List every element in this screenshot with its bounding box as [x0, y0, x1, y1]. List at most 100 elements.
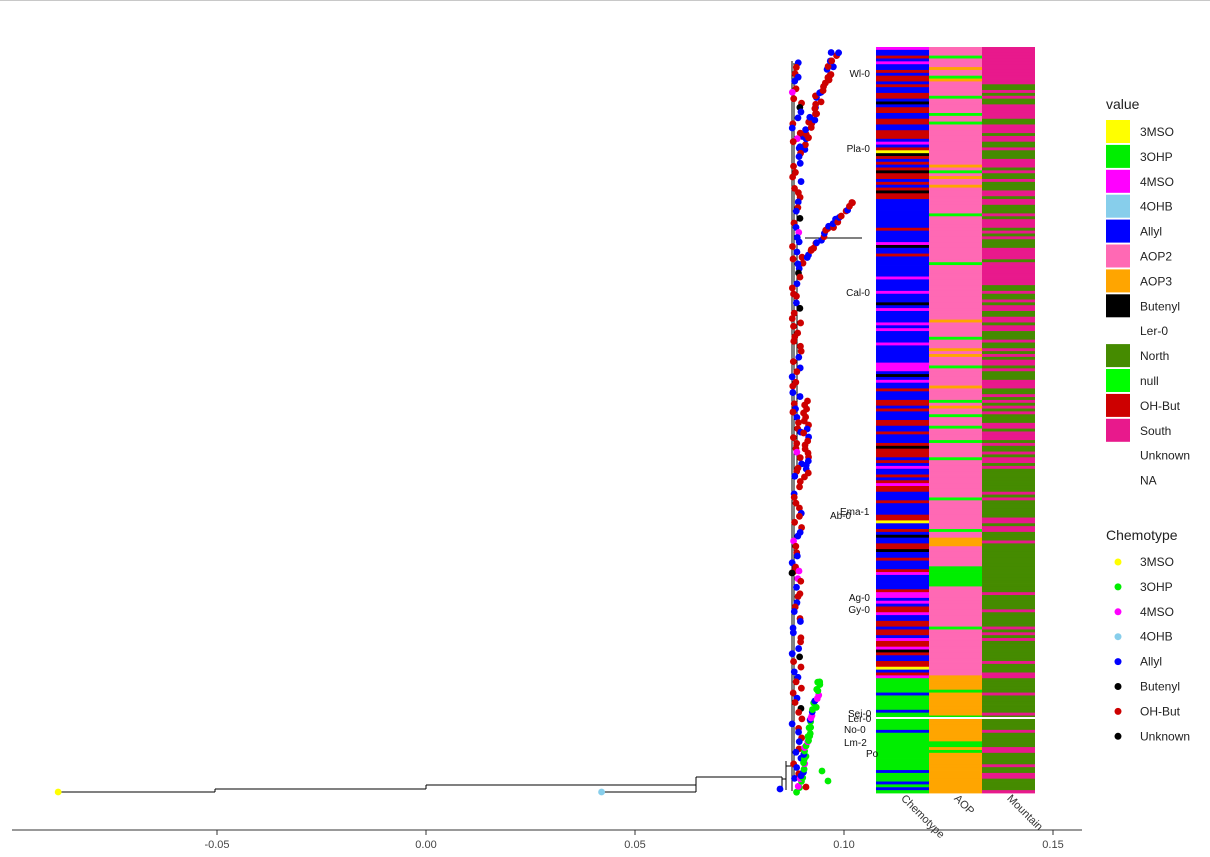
heat-cell-chemotype [876, 658, 929, 662]
tip-point [796, 618, 804, 625]
heat-cell-mountain [982, 778, 1035, 782]
heat-cell-aop [929, 124, 982, 128]
heat-cell-chemotype [876, 463, 929, 467]
heat-cell-chemotype [876, 216, 929, 220]
heat-cell-aop [929, 600, 982, 605]
heat-cell-aop [929, 61, 982, 65]
heat-cell-chemotype [876, 244, 929, 249]
legend-label: Unknown [1140, 729, 1190, 743]
heat-cell-mountain [982, 247, 1035, 252]
heat-cell-chemotype [876, 288, 929, 292]
heat-cell-mountain [982, 276, 1035, 280]
heat-cell-chemotype [876, 107, 929, 111]
heat-cell-aop [929, 494, 982, 498]
heat-cell-mountain [982, 529, 1035, 533]
heat-cell-aop [929, 52, 982, 57]
heat-cell-mountain [982, 609, 1035, 613]
heat-cell-mountain [982, 184, 1035, 188]
heat-cell-chemotype [876, 351, 929, 355]
heat-cell-aop [929, 569, 982, 573]
heat-cell-aop [929, 98, 982, 102]
heat-cell-mountain [982, 623, 1035, 627]
heat-cell-chemotype [876, 523, 929, 527]
tip-point [797, 319, 805, 327]
heat-cell-mountain [982, 87, 1035, 91]
heat-cell-aop [929, 408, 982, 412]
heat-cell-mountain [982, 747, 1035, 751]
legend-key-point [1114, 608, 1122, 616]
tip-point [789, 689, 797, 697]
heat-cell-aop [929, 729, 982, 734]
heat-cell-mountain [982, 669, 1035, 673]
heat-cell-aop [929, 133, 982, 137]
heat-cell-chemotype [876, 615, 929, 619]
heat-cell-aop [929, 75, 982, 79]
heat-cell-chemotype [876, 141, 929, 145]
heat-cell-mountain [982, 704, 1035, 708]
heat-cell-aop [929, 772, 982, 777]
heat-cell-mountain [982, 543, 1035, 547]
heat-cell-mountain [982, 379, 1035, 384]
tip-point [789, 138, 797, 146]
heat-cell-mountain [982, 253, 1035, 257]
heat-cell-aop [929, 428, 982, 432]
heat-cell-mountain [982, 319, 1035, 323]
heat-cell-aop [929, 328, 982, 332]
heat-cell-chemotype [876, 520, 929, 524]
heat-cell-chemotype [876, 167, 929, 171]
heat-cell-mountain [982, 620, 1035, 625]
heat-cell-chemotype [876, 210, 929, 214]
tip-point [790, 608, 798, 615]
heat-cell-mountain [982, 589, 1035, 593]
heat-cell-aop [929, 485, 982, 490]
heat-cell-aop [929, 207, 982, 211]
tip-point [793, 440, 801, 447]
heat-cell-mountain [982, 414, 1035, 418]
heat-cell-aop [929, 635, 982, 639]
heat-cell-chemotype [876, 47, 929, 51]
heat-cell-chemotype [876, 534, 929, 539]
heat-cell-aop [929, 448, 982, 452]
heatmap-column-label: Mountain [1004, 793, 1044, 833]
heat-cell-chemotype [876, 589, 929, 593]
heat-cell-chemotype [876, 457, 929, 461]
heat-cell-mountain [982, 770, 1035, 774]
heat-cell-chemotype [876, 767, 929, 771]
heat-cell-aop [929, 348, 982, 352]
heat-cell-mountain [982, 107, 1035, 111]
tip-point [776, 785, 784, 793]
heat-cell-mountain [982, 563, 1035, 567]
heat-cell-mountain [982, 454, 1035, 458]
heat-cell-aop [929, 310, 982, 315]
heat-cell-mountain [982, 566, 1035, 570]
heat-cell-aop [929, 589, 982, 593]
heat-cell-chemotype [876, 402, 929, 407]
heat-cell-mountain [982, 781, 1035, 785]
heat-cell-aop [929, 557, 982, 561]
tip-point [788, 284, 796, 292]
legend-swatch [1106, 294, 1130, 318]
heat-cell-aop [929, 560, 982, 564]
legend-swatch [1106, 169, 1130, 193]
heat-cell-aop [929, 374, 982, 378]
tip-point [791, 77, 799, 85]
heat-cell-aop [929, 420, 982, 424]
tip-point [795, 728, 802, 736]
heat-cell-aop [929, 164, 982, 168]
heat-cell-mountain [982, 511, 1035, 516]
heat-cell-aop [929, 244, 982, 249]
heat-cell-aop [929, 276, 982, 280]
heat-cell-chemotype [876, 250, 929, 254]
heat-cell-aop [929, 721, 982, 725]
heat-cell-aop [929, 741, 982, 745]
heat-cell-aop [929, 609, 982, 613]
heat-cell-mountain [982, 672, 1035, 676]
heat-cell-chemotype [876, 239, 929, 243]
heat-cell-aop [929, 566, 982, 570]
tip-point [818, 767, 826, 775]
heat-cell-aop [929, 617, 982, 622]
legend-swatch [1106, 244, 1130, 268]
heat-cell-aop [929, 115, 982, 120]
heat-cell-mountain [982, 176, 1035, 180]
